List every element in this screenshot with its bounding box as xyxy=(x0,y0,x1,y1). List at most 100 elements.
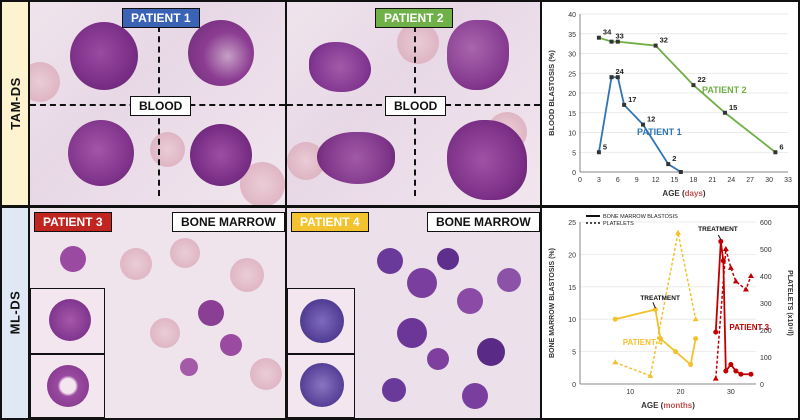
data-point xyxy=(727,264,734,270)
y2-axis-label: PLATELETS (x10⁹/l) xyxy=(786,270,793,336)
blast-cell xyxy=(447,20,509,90)
row-label-text: ML-DS xyxy=(7,290,23,335)
data-point xyxy=(622,102,627,107)
x-tick-label: 12 xyxy=(652,177,660,184)
data-point xyxy=(678,170,683,174)
legend-label: BONE MARROW BLASTOSIS xyxy=(603,214,678,220)
data-label: 12 xyxy=(647,115,655,124)
x-tick-label: 24 xyxy=(727,177,735,184)
series-label-patient-2: PATIENT 2 xyxy=(702,85,747,95)
data-label: 5 xyxy=(603,142,607,151)
row-label-tam-ds: TAM-DS xyxy=(2,2,30,205)
y-axis-label: BLOOD BLASTOSIS (%) xyxy=(547,50,556,136)
blast-cell xyxy=(447,120,527,200)
y-tick-label: 5 xyxy=(572,350,576,357)
y-tick-label: 35 xyxy=(568,32,576,39)
data-point xyxy=(738,371,744,377)
data-point xyxy=(691,83,696,88)
y-tick-label: 15 xyxy=(568,285,576,292)
data-point xyxy=(653,43,658,48)
data-point xyxy=(773,150,778,155)
data-point xyxy=(609,75,614,80)
data-point xyxy=(652,306,658,312)
x-tick-label: 3 xyxy=(597,177,601,184)
data-label: 15 xyxy=(729,103,737,112)
series-label-patient-1: PATIENT 1 xyxy=(637,127,682,137)
data-point xyxy=(713,329,719,335)
blast-cell xyxy=(317,132,395,184)
inset-image xyxy=(30,288,105,354)
panel-divider xyxy=(540,2,542,418)
data-point xyxy=(596,35,601,40)
data-point xyxy=(747,273,754,278)
data-point xyxy=(641,122,646,127)
blast-cell xyxy=(68,120,134,186)
panel-patient-3: PATIENT 3 BONE MARROW xyxy=(30,208,285,418)
data-point xyxy=(722,246,729,251)
sample-label: BONE MARROW xyxy=(427,212,540,232)
y2-tick-label: 200 xyxy=(760,328,772,335)
y2-tick-label: 500 xyxy=(760,247,772,254)
data-label: 24 xyxy=(616,67,625,76)
x-tick-label: 6 xyxy=(616,177,620,184)
patient-2-title: PATIENT 2 xyxy=(375,8,453,28)
data-point xyxy=(596,150,601,155)
y-axis-label: BONE MARROW BLASTOSIS (%) xyxy=(549,248,556,358)
data-point xyxy=(615,75,620,80)
data-point xyxy=(748,371,754,377)
panel-patient-2: PATIENT 2 BLOOD xyxy=(287,2,540,205)
data-label: 32 xyxy=(660,36,668,45)
data-label: 22 xyxy=(697,75,705,84)
data-label: 17 xyxy=(628,95,636,104)
y-tick-label: 30 xyxy=(568,52,576,59)
data-point xyxy=(612,359,619,365)
series-line xyxy=(598,36,776,153)
patient-3-title: PATIENT 3 xyxy=(34,212,112,232)
blast-cell xyxy=(309,42,371,92)
treatment-arrow xyxy=(717,234,722,240)
x-axis-label: AGE (months) xyxy=(641,401,695,410)
x-tick-label: 27 xyxy=(746,177,754,184)
row-label-text: TAM-DS xyxy=(7,77,23,130)
y-tick-label: 40 xyxy=(568,12,576,19)
data-label: 34 xyxy=(603,28,612,37)
x-tick-label: 30 xyxy=(727,389,735,396)
y2-tick-label: 0 xyxy=(760,382,764,389)
blast-cell xyxy=(190,124,252,186)
x-tick-label: 20 xyxy=(677,389,685,396)
data-point xyxy=(666,162,671,167)
sample-label: BONE MARROW xyxy=(172,212,285,232)
data-label: 33 xyxy=(616,32,624,41)
y2-tick-label: 300 xyxy=(760,301,772,308)
x-tick-label: 15 xyxy=(671,177,679,184)
data-point xyxy=(733,368,739,374)
x-axis-label: AGE (days) xyxy=(662,189,705,198)
data-point xyxy=(647,372,654,378)
blast-cell xyxy=(70,22,138,90)
bone-marrow-blastosis-chart: 0 5 10 15 20 25 0 100 200 300 400 500 600 10 20 30 AGE (… xyxy=(549,214,793,410)
x-tick-label: 21 xyxy=(708,177,716,184)
row-separator xyxy=(2,205,798,208)
y-tick-label: 25 xyxy=(568,220,576,227)
legend-label: PLATELETS xyxy=(603,221,634,227)
y-tick-label: 25 xyxy=(568,71,576,78)
series-line xyxy=(614,308,697,367)
blast-cell xyxy=(188,20,254,86)
x-tick-label: 9 xyxy=(635,177,639,184)
treatment-annotation: TREATMENT xyxy=(640,295,680,302)
inset-image xyxy=(287,288,355,354)
x-tick-label: 33 xyxy=(784,177,792,184)
data-point xyxy=(718,238,724,244)
sample-label: BLOOD xyxy=(385,96,447,116)
y2-tick-label: 100 xyxy=(760,355,772,362)
inset-image xyxy=(287,354,355,418)
data-point xyxy=(612,316,618,322)
y-tick-label: 5 xyxy=(572,150,576,157)
y-tick-label: 15 xyxy=(568,111,576,118)
data-point xyxy=(742,286,749,292)
y-tick-label: 10 xyxy=(568,317,576,324)
treatment-annotation: TREATMENT xyxy=(698,226,738,233)
data-point xyxy=(712,375,719,381)
patient-4-title: PATIENT 4 xyxy=(291,212,369,232)
